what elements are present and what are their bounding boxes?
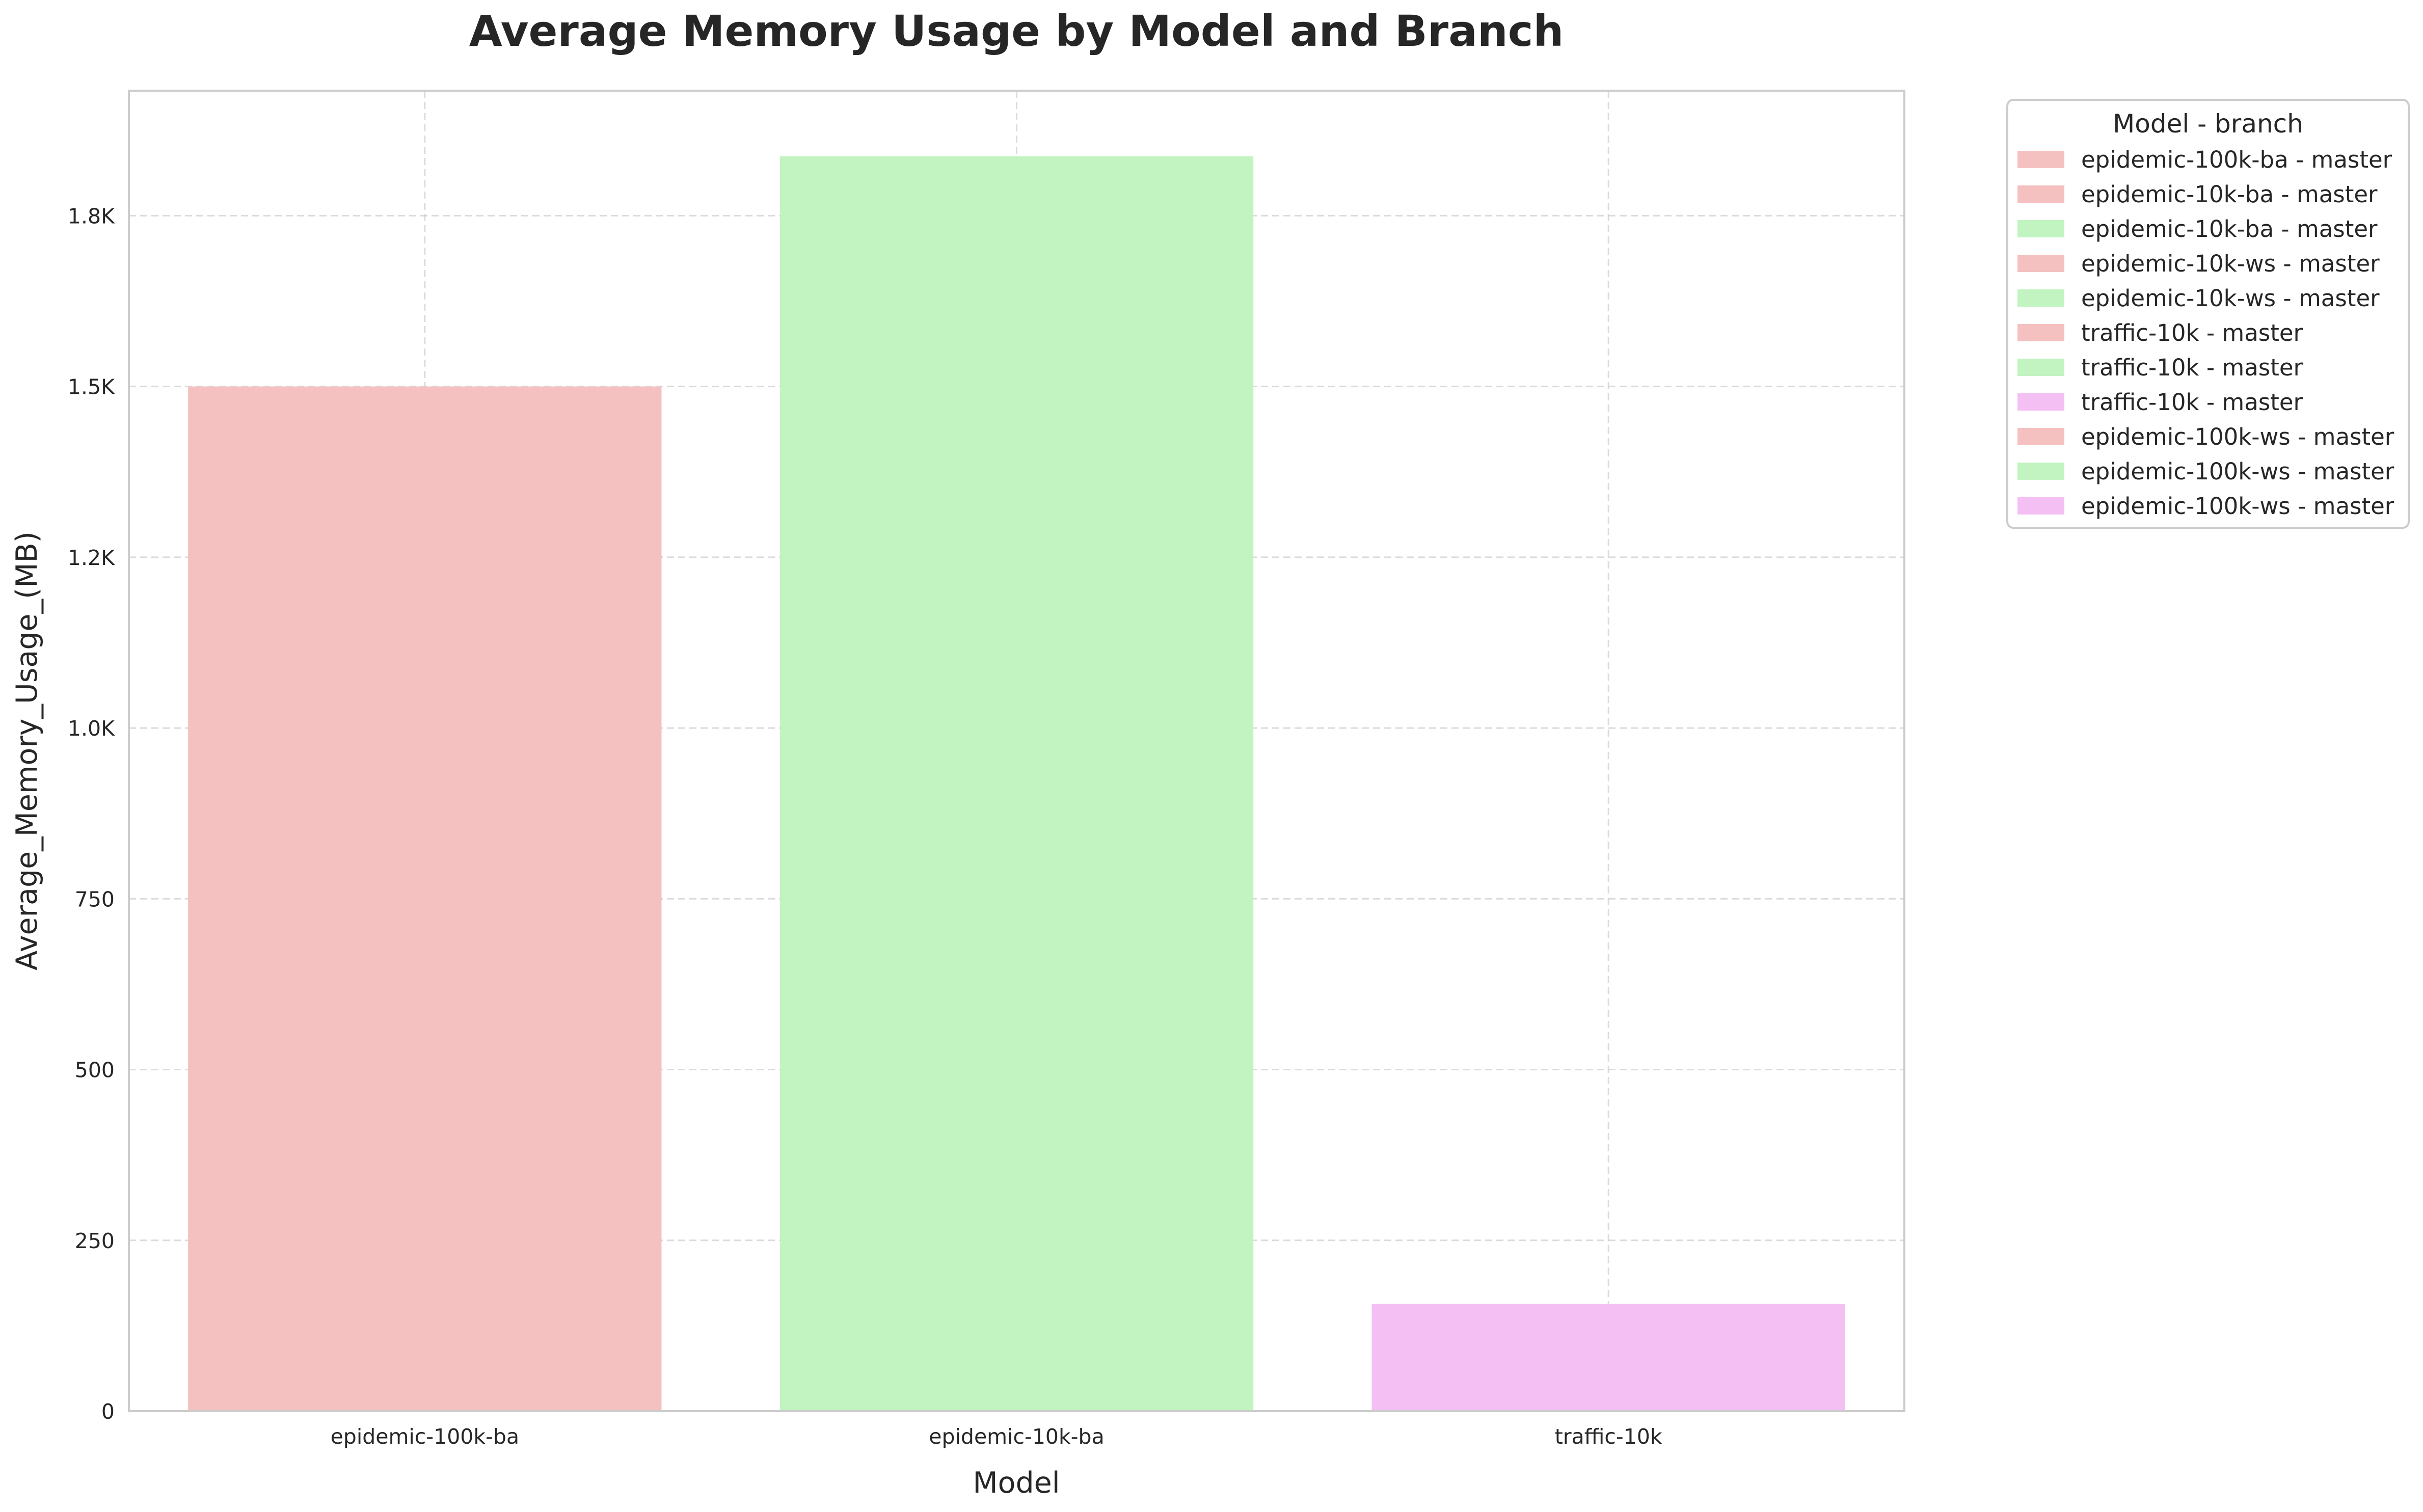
- legend-label: epidemic-100k-ws - master: [2081, 493, 2394, 520]
- legend-label: epidemic-100k-ws - master: [2081, 458, 2394, 485]
- legend-label: traffic-10k - master: [2081, 354, 2303, 381]
- x-axis-title: Model: [973, 1466, 1060, 1500]
- y-tick-label: 0: [101, 1399, 115, 1424]
- y-tick-label: 1.2K: [68, 546, 115, 570]
- legend-label: traffic-10k - master: [2081, 389, 2303, 416]
- y-tick-label: 750: [75, 887, 115, 911]
- legend-swatch: [2017, 220, 2064, 237]
- bar-epidemic-10k-ba: [780, 156, 1253, 1411]
- legend-swatch: [2017, 289, 2064, 307]
- y-tick-label: 1.0K: [68, 716, 115, 741]
- legend-swatch: [2017, 324, 2064, 341]
- legend-swatch: [2017, 497, 2064, 515]
- legend-label: traffic-10k - master: [2081, 319, 2303, 346]
- legend-swatch: [2017, 185, 2064, 203]
- legend-swatch: [2017, 359, 2064, 376]
- x-tick-label: epidemic-10k-ba: [929, 1424, 1104, 1449]
- chart-title: Average Memory Usage by Model and Branch: [469, 6, 1564, 56]
- legend-label: epidemic-10k-ws - master: [2081, 285, 2380, 312]
- legend-swatch: [2017, 428, 2064, 445]
- legend-label: epidemic-10k-ws - master: [2081, 250, 2380, 277]
- y-tick-label: 500: [75, 1058, 115, 1083]
- x-tick-label: epidemic-100k-ba: [331, 1424, 520, 1449]
- y-tick-label: 250: [75, 1229, 115, 1253]
- legend-swatch: [2017, 393, 2064, 411]
- x-tick-label: traffic-10k: [1555, 1424, 1662, 1449]
- legend-swatch: [2017, 151, 2064, 168]
- y-tick-label: 1.8K: [68, 204, 115, 228]
- legend-label: epidemic-10k-ba - master: [2081, 215, 2378, 242]
- legend-label: epidemic-100k-ws - master: [2081, 423, 2394, 450]
- legend-swatch: [2017, 463, 2064, 480]
- legend-label: epidemic-100k-ba - master: [2081, 146, 2392, 173]
- legend-label: epidemic-10k-ba - master: [2081, 181, 2378, 208]
- bar-traffic-10k: [1372, 1304, 1845, 1411]
- legend-swatch: [2017, 255, 2064, 272]
- legend: Model - branch epidemic-100k-ba - master…: [2007, 100, 2409, 528]
- legend-title: Model - branch: [2113, 109, 2303, 139]
- bar-epidemic-100k-ba: [188, 387, 661, 1411]
- y-axis-title: Average_Memory_Usage_(MB): [10, 531, 44, 970]
- y-tick-label: 1.5K: [68, 375, 115, 399]
